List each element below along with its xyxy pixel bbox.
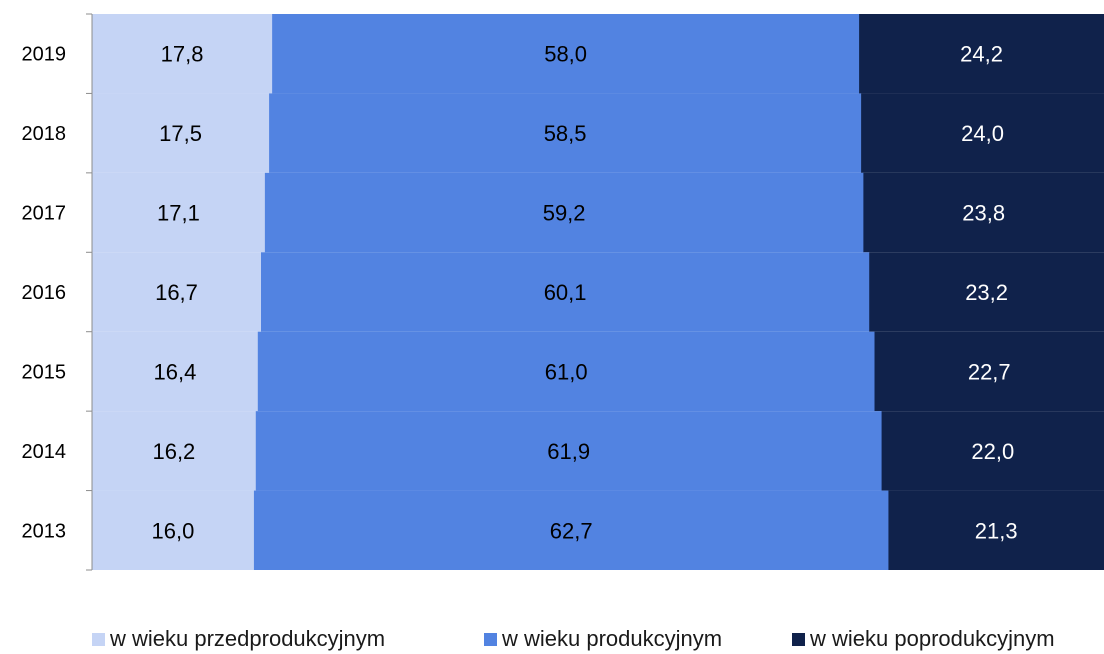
y-tick-label-2018: 2018	[22, 123, 67, 145]
legend-swatch	[484, 632, 497, 646]
bar-segment-2014-series-3	[881, 411, 1104, 491]
bar-segment-2018-series-3	[861, 93, 1104, 173]
bar-segment-2017-series-3	[863, 172, 1104, 253]
y-tick-label-2014: 2014	[22, 441, 67, 463]
legend-item-series-2: w wieku produkcyjnym	[484, 626, 722, 652]
bar-segment-2019-series-1	[92, 14, 273, 94]
data-label-2018-series-1: 17,5	[159, 121, 202, 146]
data-label-2018-series-2: 58,5	[544, 121, 587, 146]
plot-area: 17,8 58,0 24,2 17,5 58,5 24,0 17,1 59,2 23,8 16,7…	[92, 14, 1104, 570]
data-label-2016-series-2: 60,1	[544, 280, 587, 305]
data-label-2014-series-1: 16,2	[152, 439, 195, 464]
bar-segment-2015-series-1	[92, 331, 259, 412]
bar-segment-2016-series-1	[92, 252, 262, 332]
bar-segment-2018-series-2	[269, 93, 862, 173]
y-tick-label-2019: 2019	[22, 44, 67, 66]
data-label-2019-series-1: 17,8	[161, 42, 204, 67]
data-label-2015-series-3: 22,7	[968, 359, 1011, 384]
bar-segment-2016-series-3	[869, 252, 1104, 332]
bar-segment-2014-series-2	[255, 411, 883, 491]
bar-segment-2017-series-2	[264, 172, 864, 253]
bar-segment-2015-series-2	[257, 331, 876, 412]
bar-segment-2014-series-1	[92, 411, 257, 491]
y-tick-label-2013: 2013	[22, 520, 67, 542]
data-label-2016-series-3: 23,2	[965, 280, 1008, 305]
data-label-2014-series-2: 61,9	[547, 439, 590, 464]
legend-swatch	[792, 632, 805, 646]
data-label-2013-series-2: 62,7	[550, 518, 593, 543]
y-tick-label-2015: 2015	[22, 361, 67, 383]
legend: w wieku przedprodukcyjnym w wieku produkc…	[92, 626, 1104, 654]
data-label-2013-series-1: 16,0	[152, 518, 195, 543]
legend-label: w wieku przedprodukcyjnym	[110, 626, 386, 651]
bar-segment-2013-series-1	[92, 490, 255, 570]
bar-segment-2016-series-2	[261, 252, 870, 332]
data-label-2017-series-1: 17,1	[157, 201, 200, 226]
bar-segment-2018-series-1	[92, 93, 270, 173]
legend-swatch	[92, 632, 105, 646]
bar-segment-2019-series-3	[859, 14, 1104, 94]
data-label-2017-series-2: 59,2	[543, 201, 586, 226]
y-tick-label-2017: 2017	[22, 203, 67, 225]
legend-item-series-1: w wieku przedprodukcyjnym	[92, 626, 385, 652]
data-label-2013-series-3: 21,3	[975, 518, 1018, 543]
bar-segment-2017-series-1	[92, 172, 266, 253]
data-label-2017-series-3: 23,8	[962, 201, 1005, 226]
data-label-2014-series-3: 22,0	[971, 439, 1014, 464]
data-label-2019-series-3: 24,2	[960, 42, 1003, 67]
bar-segment-2013-series-3	[888, 490, 1104, 570]
legend-label: w wieku poprodukcyjnym	[810, 626, 1055, 651]
legend-item-series-3: w wieku poprodukcyjnym	[792, 626, 1055, 652]
data-label-2018-series-3: 24,0	[961, 121, 1004, 146]
y-axis: 2019 2018 2017 2016 2015 2014 2013	[22, 13, 93, 571]
legend-label: w wieku produkcyjnym	[502, 626, 723, 651]
data-label-2019-series-2: 58,0	[544, 42, 587, 67]
y-tick-label-2016: 2016	[22, 282, 67, 304]
data-label-2016-series-1: 16,7	[155, 280, 198, 305]
data-label-2015-series-1: 16,4	[153, 359, 196, 384]
data-label-2015-series-2: 61,0	[545, 359, 588, 384]
bar-segment-2015-series-3	[874, 331, 1104, 412]
bar-segment-2019-series-2	[272, 14, 860, 94]
bar-segment-2013-series-2	[253, 490, 890, 570]
